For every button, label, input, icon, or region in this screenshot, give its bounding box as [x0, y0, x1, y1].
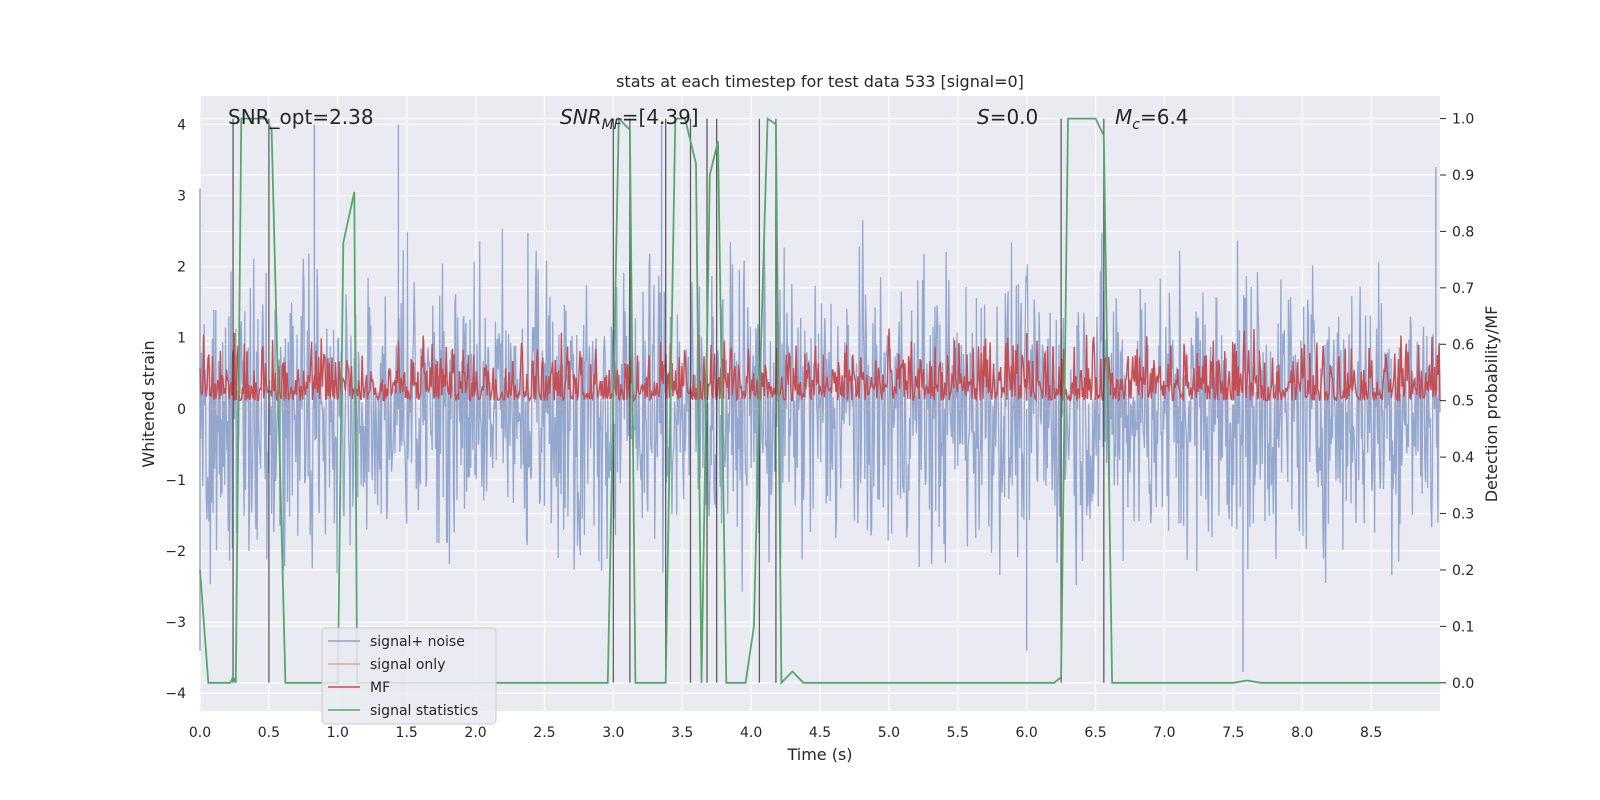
- mc-main: M: [1115, 105, 1132, 129]
- x-tick-label: 3.5: [671, 725, 693, 741]
- y-axis-ticks: 4 3 2 1 0 −1 −2 −3 −4: [165, 117, 186, 702]
- x-axis-ticks: 0.0 0.5 1.0 1.5 2.0 2.5 3.0 3.5 4.0 4.5 5.0 5.5 6.0 6…: [189, 725, 1382, 741]
- y-tick-label: −3: [165, 615, 186, 631]
- x-tick-label: 5.0: [878, 725, 900, 741]
- y-right-tick-label: 0.2: [1452, 563, 1474, 579]
- signal-statistics-series: [199, 116, 1440, 685]
- snr-mf-main: SNR: [560, 105, 602, 129]
- y-right-axis-label: Detection probability/MF: [1482, 306, 1501, 503]
- mc-annotation: Mc=6.4: [1115, 105, 1189, 133]
- y-right-tick-label: 0.9: [1452, 168, 1474, 184]
- y-right-tick-label: 0.3: [1452, 507, 1474, 523]
- s-value: =0.0: [990, 105, 1039, 129]
- x-tick-label: 5.5: [947, 725, 969, 741]
- legend-label-mf: MF: [370, 680, 390, 696]
- x-tick-label: 7.0: [1153, 725, 1175, 741]
- x-tick-label: 1.0: [327, 725, 349, 741]
- y-tick-label: −2: [165, 544, 186, 560]
- x-tick-label: 8.0: [1291, 725, 1313, 741]
- signal-noise-line: [199, 220, 1441, 592]
- legend-label-signal-noise: signal+ noise: [370, 634, 465, 650]
- mf-series: [199, 328, 1441, 403]
- x-axis-label: Time (s): [786, 745, 852, 764]
- y-right-tick-label: 0.0: [1452, 676, 1474, 692]
- x-tick-label: 3.0: [602, 725, 624, 741]
- y-right-axis-ticks: 1.0 0.9 0.8 0.7 0.6 0.5 0.4 0.3 0.2 0.1 0.0: [1440, 112, 1474, 692]
- snr-opt-annotation: SNR_opt=2.38: [228, 105, 374, 129]
- y-axis-label: Whitened strain: [139, 340, 158, 467]
- y-tick-label: −4: [165, 686, 186, 702]
- x-tick-label: 4.5: [809, 725, 831, 741]
- x-tick-label: 8.5: [1360, 725, 1382, 741]
- legend-label-signal-statistics: signal statistics: [370, 703, 478, 719]
- snr-mf-value: =[4.39]: [622, 105, 699, 129]
- x-tick-label: 7.5: [1222, 725, 1244, 741]
- y-right-tick-label: 0.1: [1452, 619, 1474, 635]
- y-right-tick-label: 0.8: [1452, 224, 1474, 240]
- y-tick-label: 2: [177, 260, 186, 276]
- legend: signal+ noise signal only MF signal stat…: [321, 627, 497, 725]
- mc-sub: c: [1132, 117, 1140, 133]
- x-tick-label: 6.5: [1084, 725, 1106, 741]
- x-tick-label: 6.0: [1016, 725, 1038, 741]
- y-tick-label: 0: [177, 402, 186, 418]
- s-annotation: S=0.0: [977, 105, 1038, 129]
- snr-mf-sub: MF: [602, 117, 623, 133]
- x-tick-label: 4.0: [740, 725, 762, 741]
- x-tick-label: 2.0: [464, 725, 486, 741]
- y-tick-label: −1: [165, 473, 186, 489]
- mf-line: [199, 328, 1441, 403]
- legend-label-signal-only: signal only: [370, 657, 445, 673]
- signal-statistics-line: [199, 116, 1440, 685]
- y-right-tick-label: 0.4: [1452, 450, 1474, 466]
- x-tick-label: 2.5: [533, 725, 555, 741]
- x-tick-label: 1.5: [396, 725, 418, 741]
- y-right-tick-label: 0.7: [1452, 281, 1474, 297]
- mc-value: =6.4: [1140, 105, 1189, 129]
- y-tick-label: 1: [177, 331, 186, 347]
- y-right-tick-label: 1.0: [1452, 112, 1474, 128]
- y-tick-label: 4: [177, 117, 186, 133]
- y-right-tick-label: 0.6: [1452, 337, 1474, 353]
- chart-title: stats at each timestep for test data 533…: [616, 72, 1024, 91]
- y-tick-label: 3: [177, 189, 186, 205]
- snr-mf-annotation: SNRMF=[4.39]: [560, 105, 699, 133]
- x-tick-label: 0.5: [258, 725, 280, 741]
- x-tick-label: 0.0: [189, 725, 211, 741]
- s-main: S: [977, 105, 990, 129]
- legend-box: [321, 627, 497, 725]
- y-right-tick-label: 0.5: [1452, 394, 1474, 410]
